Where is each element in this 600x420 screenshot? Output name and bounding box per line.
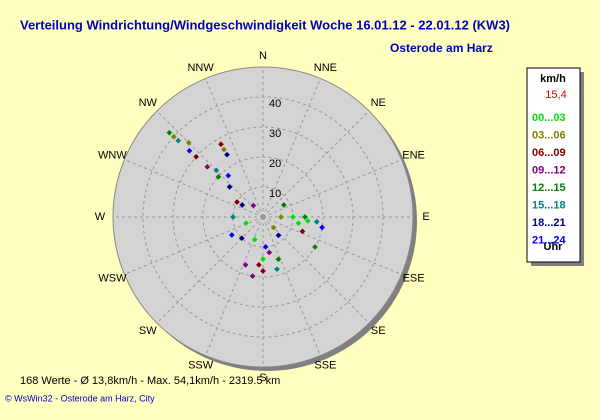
grid-ring: [172, 126, 354, 308]
data-point: [260, 256, 266, 262]
data-point: [193, 153, 199, 160]
r-tick-label: 30: [269, 128, 281, 140]
direction-label: SE: [371, 325, 386, 337]
data-point: [302, 214, 308, 220]
data-point: [319, 224, 325, 231]
direction-label: ENE: [402, 149, 425, 161]
data-point: [251, 236, 258, 243]
spoke: [262, 159, 402, 218]
direction-label: W: [95, 211, 106, 223]
data-point: [230, 214, 236, 220]
data-point: [204, 163, 211, 170]
legend-box: [526, 67, 581, 263]
data-point: [312, 244, 318, 250]
spoke: [262, 216, 321, 356]
data-point: [175, 137, 182, 144]
r-tick-label: 20: [269, 158, 281, 170]
data-point: [249, 273, 256, 279]
direction-label: ESE: [403, 273, 425, 285]
data-point: [215, 174, 222, 180]
spoke: [156, 216, 264, 324]
data-point: [221, 146, 227, 153]
data-point: [185, 139, 192, 146]
data-point: [262, 244, 269, 250]
direction-label: NE: [371, 97, 386, 109]
data-point: [213, 167, 220, 174]
legend-entry: 12...15: [532, 182, 566, 194]
direction-label: S: [259, 372, 266, 384]
data-point: [234, 199, 240, 205]
spoke: [205, 78, 264, 218]
grid-ring: [202, 156, 324, 278]
direction-label: N: [259, 50, 267, 62]
data-point: [218, 141, 224, 148]
data-point: [226, 184, 233, 190]
direction-label: NW: [139, 97, 158, 109]
data-point: [305, 218, 311, 224]
direction-label: NNW: [187, 62, 214, 74]
spoke: [262, 216, 402, 275]
footer: © WsWin32 - Osterode am Harz, City: [5, 393, 155, 403]
legend-entry: 09...12: [532, 164, 566, 176]
r-tick-label: 10: [269, 188, 281, 200]
data-point: [255, 261, 262, 268]
direction-label: SW: [139, 325, 157, 337]
data-point: [228, 232, 235, 238]
data-point: [186, 147, 193, 154]
data-point: [299, 228, 306, 235]
data-point: [224, 151, 230, 158]
data-point: [274, 266, 280, 272]
data-point: [270, 224, 277, 231]
legend-entry: 18...21: [532, 217, 566, 229]
direction-label: SSE: [314, 360, 336, 372]
data-point: [295, 220, 302, 227]
data-point: [266, 249, 273, 256]
direction-label: E: [422, 211, 429, 223]
data-point: [166, 129, 173, 136]
summary: 168 Werte - Ø 13,8km/h - Max. 54,1km/h -…: [20, 375, 280, 387]
legend-value: 15,4: [545, 89, 566, 101]
data-point: [243, 220, 249, 226]
data-point: [239, 202, 246, 208]
spoke: [156, 110, 264, 218]
data-point: [275, 232, 282, 239]
data-point: [275, 256, 282, 263]
spoke: [124, 159, 264, 218]
grid-ring: [142, 96, 384, 338]
data-point: [313, 218, 320, 225]
legend-title: km/h: [540, 73, 566, 85]
chart-title: Verteilung Windrichtung/Windgeschwindigk…: [20, 17, 510, 32]
legend-entry: 06...09: [532, 147, 566, 159]
r-tick-label: 40: [269, 98, 281, 110]
data-point: [260, 268, 266, 274]
direction-label: WNW: [98, 149, 127, 161]
direction-label: SSW: [188, 360, 214, 372]
legend-entry: 03...06: [532, 129, 566, 141]
data-point: [170, 133, 177, 140]
data-point: [225, 172, 232, 179]
direction-label: WSW: [98, 273, 127, 285]
chart-subtitle: Osterode am Harz: [390, 41, 493, 55]
spoke: [262, 78, 321, 218]
spoke: [262, 110, 370, 218]
data-point: [278, 214, 284, 220]
legend-entry: 00...03: [532, 112, 566, 124]
data-point: [242, 262, 249, 268]
data-point: [250, 202, 257, 209]
direction-label: NNE: [314, 62, 337, 74]
data-point: [280, 202, 287, 208]
data-point: [290, 214, 296, 220]
spoke: [124, 216, 264, 275]
legend-footer: Uhr: [544, 241, 564, 253]
legend-entry: 15...18: [532, 199, 566, 211]
spoke: [262, 216, 370, 324]
legend-entry: 21...24: [532, 234, 567, 246]
